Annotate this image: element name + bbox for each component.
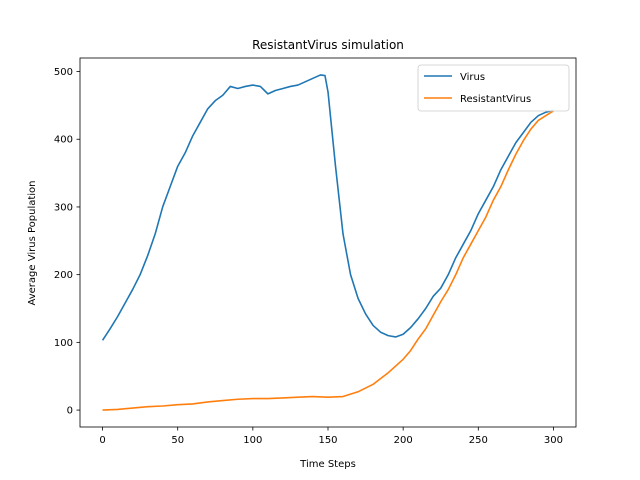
x-axis-label: Time Steps bbox=[299, 459, 356, 470]
legend-label-resistantvirus: ResistantVirus bbox=[460, 94, 531, 105]
y-tick-label: 400 bbox=[54, 135, 73, 146]
x-tick-label: 200 bbox=[394, 435, 413, 446]
y-tick-label: 100 bbox=[54, 338, 73, 349]
x-tick-label: 50 bbox=[171, 435, 184, 446]
y-tick-label: 0 bbox=[67, 406, 73, 417]
y-axis: 0 100 200 300 400 500 bbox=[54, 67, 80, 417]
x-tick-label: 300 bbox=[544, 435, 563, 446]
x-tick-label: 0 bbox=[99, 435, 105, 446]
y-tick-label: 300 bbox=[54, 202, 73, 213]
chart-title: ResistantVirus simulation bbox=[252, 38, 404, 52]
x-axis: 0 50 100 150 200 250 300 bbox=[99, 427, 563, 446]
series-line-resistantvirus bbox=[102, 110, 554, 411]
x-tick-label: 150 bbox=[318, 435, 337, 446]
y-tick-label: 200 bbox=[54, 270, 73, 281]
legend-box bbox=[417, 64, 570, 112]
legend-label-virus: Virus bbox=[460, 72, 485, 83]
x-tick-label: 100 bbox=[243, 435, 262, 446]
series-layer bbox=[101, 74, 554, 411]
legend: Virus ResistantVirus bbox=[417, 64, 570, 112]
series-line-virus bbox=[101, 74, 554, 341]
x-tick-label: 250 bbox=[469, 435, 488, 446]
y-tick-label: 500 bbox=[54, 67, 73, 78]
y-axis-label: Average Virus Population bbox=[27, 180, 38, 305]
